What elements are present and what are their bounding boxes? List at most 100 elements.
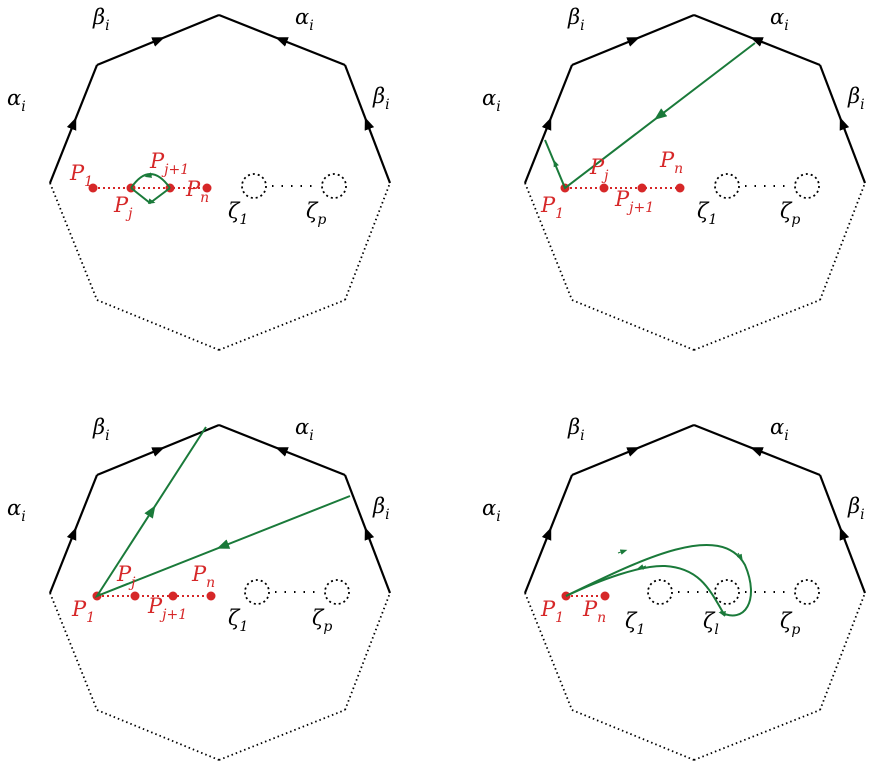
zeta-circle bbox=[714, 173, 740, 199]
label-zetap: ζp bbox=[306, 199, 326, 228]
label-beta-top: βi bbox=[567, 5, 585, 34]
polygon-dotted-edge bbox=[96, 709, 220, 761]
curve-arrow-1 bbox=[617, 549, 628, 555]
loop-arrow-upper bbox=[144, 172, 153, 178]
polygon-dotted-edge bbox=[571, 709, 695, 761]
label-alpha-top: αi bbox=[770, 415, 789, 444]
polygon-dotted-edge bbox=[344, 182, 391, 301]
polygon-dotted-edge bbox=[693, 709, 821, 761]
zeta-circle bbox=[244, 579, 270, 605]
edge-arrow bbox=[151, 37, 165, 47]
label-beta-right: βi bbox=[372, 494, 390, 523]
label-pn: Pn bbox=[582, 597, 606, 626]
edge-arrow bbox=[151, 447, 165, 457]
point-marker bbox=[675, 183, 685, 193]
edge-arrow bbox=[541, 117, 552, 131]
label-pn: Pn bbox=[191, 562, 215, 591]
label-pn: Pn bbox=[659, 148, 683, 177]
edge-arrow bbox=[275, 447, 289, 457]
point-marker bbox=[637, 183, 647, 193]
curve-outer bbox=[565, 544, 752, 617]
curve-path bbox=[544, 42, 756, 190]
label-p1: P1 bbox=[540, 193, 564, 222]
polygon-dotted-edge bbox=[49, 182, 98, 301]
label-pj: Pj bbox=[589, 155, 609, 184]
zeta-circle bbox=[241, 173, 267, 199]
edge-arrow bbox=[626, 447, 640, 457]
polygon-dotted-edge bbox=[96, 299, 220, 351]
curve-path bbox=[94, 426, 351, 599]
label-alpha-left: αi bbox=[7, 86, 26, 115]
point-marker bbox=[599, 183, 609, 193]
label-pj1: Pj+1 bbox=[614, 187, 654, 216]
panel-bottom-right: αi βi αi βi P1 Pn ζ1 ζl ζp bbox=[482, 415, 867, 761]
label-p1: P1 bbox=[71, 597, 95, 626]
zeta-circle bbox=[794, 173, 820, 199]
polygon-dotted-edge bbox=[524, 182, 573, 301]
label-zeta1: ζ1 bbox=[228, 199, 248, 228]
label-p1: P1 bbox=[540, 597, 564, 626]
polygon-dotted-edge bbox=[49, 592, 98, 711]
curve-arrow bbox=[654, 108, 668, 120]
edge-arrow bbox=[839, 117, 850, 131]
label-zetal: ζl bbox=[703, 609, 719, 638]
label-beta-top: βi bbox=[92, 5, 110, 34]
curve-arrow-up bbox=[144, 505, 156, 519]
zeta-circle bbox=[714, 579, 740, 605]
curve-arrow-in bbox=[216, 539, 231, 549]
label-pj: Pj bbox=[116, 562, 136, 591]
label-zetap: ζp bbox=[780, 609, 800, 638]
zeta-circle bbox=[321, 173, 347, 199]
label-zeta1: ζ1 bbox=[228, 606, 248, 635]
panel-top-left: αi βi αi βi P1 Pj Pj+1Pn ζ1 ζp bbox=[7, 5, 392, 351]
curve-arrow-2 bbox=[736, 552, 743, 562]
edge-arrow bbox=[66, 117, 77, 131]
edge-arrow bbox=[66, 527, 77, 541]
label-pj: Pj bbox=[113, 193, 133, 222]
label-beta-right: βi bbox=[372, 84, 390, 113]
point-marker bbox=[600, 591, 610, 601]
panel-bottom-left: αi βi αi βi P1 Pj Pj+1Pn ζ1 ζp bbox=[7, 415, 392, 761]
polygon-dotted-edge bbox=[571, 299, 695, 351]
polygon-dotted-edge bbox=[819, 182, 866, 301]
loop-lower bbox=[130, 187, 171, 205]
polygon-dotted-edge bbox=[218, 299, 346, 351]
label-beta-right: βi bbox=[847, 494, 865, 523]
edge-arrow bbox=[541, 527, 552, 541]
polygon-dotted-edge bbox=[344, 592, 391, 711]
polygon-dotted-edge bbox=[693, 299, 821, 351]
loop-arrow-lower bbox=[147, 198, 156, 204]
label-zeta1: ζ1 bbox=[697, 199, 717, 228]
label-pn: Pn bbox=[185, 177, 209, 206]
label-alpha-left: αi bbox=[482, 86, 501, 115]
label-zetap: ζp bbox=[780, 199, 800, 228]
curve-arrow-2 bbox=[553, 159, 559, 169]
point-marker bbox=[206, 591, 216, 601]
zeta-circle bbox=[794, 579, 820, 605]
label-beta-top: βi bbox=[567, 415, 585, 444]
edge-arrow bbox=[839, 527, 850, 541]
label-alpha-left: αi bbox=[482, 496, 501, 525]
zeta-circle bbox=[324, 579, 350, 605]
point-marker bbox=[168, 591, 178, 601]
label-zeta1: ζ1 bbox=[625, 609, 645, 638]
zeta-circle bbox=[647, 579, 673, 605]
label-p1: P1 bbox=[69, 161, 93, 190]
point-marker bbox=[130, 591, 140, 601]
curve-inner bbox=[565, 564, 726, 617]
label-pj1: Pj+1 bbox=[149, 149, 189, 178]
curve-arrow-4 bbox=[636, 564, 647, 570]
edge-arrow bbox=[750, 447, 764, 457]
polygon-dotted-edge bbox=[218, 709, 346, 761]
edge-arrow bbox=[364, 117, 375, 131]
label-beta-right: βi bbox=[847, 84, 865, 113]
point-marker bbox=[88, 183, 98, 193]
label-alpha-top: αi bbox=[295, 415, 314, 444]
polygon-dotted-edge bbox=[819, 592, 866, 711]
label-alpha-left: αi bbox=[7, 496, 26, 525]
label-beta-top: βi bbox=[92, 415, 110, 444]
curve-arrow-3 bbox=[718, 611, 727, 617]
label-alpha-top: αi bbox=[770, 5, 789, 34]
